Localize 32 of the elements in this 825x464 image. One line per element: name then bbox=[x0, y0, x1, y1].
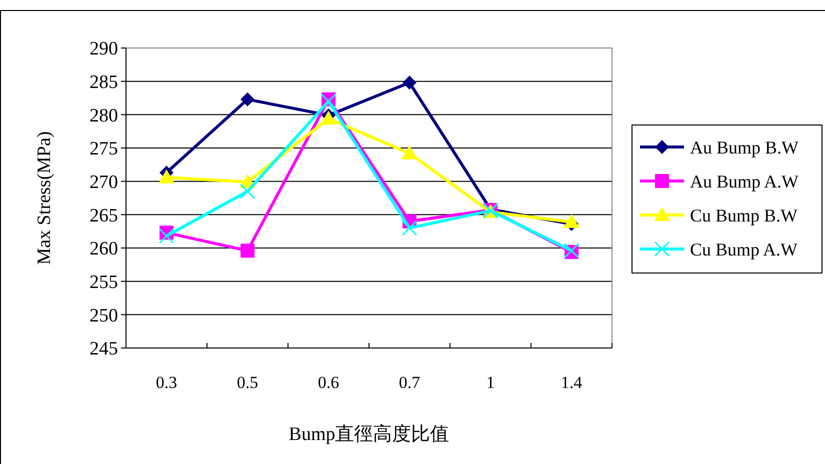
point bbox=[320, 110, 336, 125]
y-tick-label: 265 bbox=[90, 205, 118, 226]
point bbox=[240, 92, 254, 106]
legend-label: Cu Bump A.W bbox=[690, 239, 798, 260]
point bbox=[320, 94, 336, 110]
y-tick-label: 270 bbox=[90, 172, 118, 193]
y-tick-label: 285 bbox=[90, 72, 118, 93]
y-tick-label: 280 bbox=[90, 105, 118, 126]
point bbox=[402, 220, 418, 236]
y-tick-label: 275 bbox=[90, 138, 118, 160]
point bbox=[402, 145, 418, 160]
x-tick-label: 0.6 bbox=[318, 373, 340, 392]
x-tick-label: 1 bbox=[486, 373, 495, 392]
point bbox=[158, 228, 174, 244]
y-tick-label: 260 bbox=[90, 238, 118, 260]
x-tick-label: 0.5 bbox=[236, 373, 258, 392]
legend-label: Cu Bump B.W bbox=[690, 205, 798, 226]
point bbox=[240, 244, 254, 258]
y-tick-label: 255 bbox=[90, 272, 118, 293]
legend-label: Au Bump A.W bbox=[690, 171, 799, 192]
y-tick-label: 250 bbox=[90, 305, 118, 326]
legend-label: Au Bump B.W bbox=[690, 137, 799, 158]
point bbox=[402, 76, 416, 90]
x-tick-label: 0.3 bbox=[156, 373, 178, 392]
x-tick-label: 1.4 bbox=[560, 373, 583, 392]
y-axis-title: Max Stress(MPa) bbox=[34, 131, 55, 265]
point bbox=[240, 184, 256, 200]
x-axis-title: Bump直徑高度比值 bbox=[288, 423, 450, 445]
y-tick-label: 290 bbox=[90, 38, 118, 60]
point bbox=[158, 169, 174, 184]
x-tick-label: 0.7 bbox=[398, 373, 421, 392]
y-tick-label: 245 bbox=[90, 338, 118, 360]
